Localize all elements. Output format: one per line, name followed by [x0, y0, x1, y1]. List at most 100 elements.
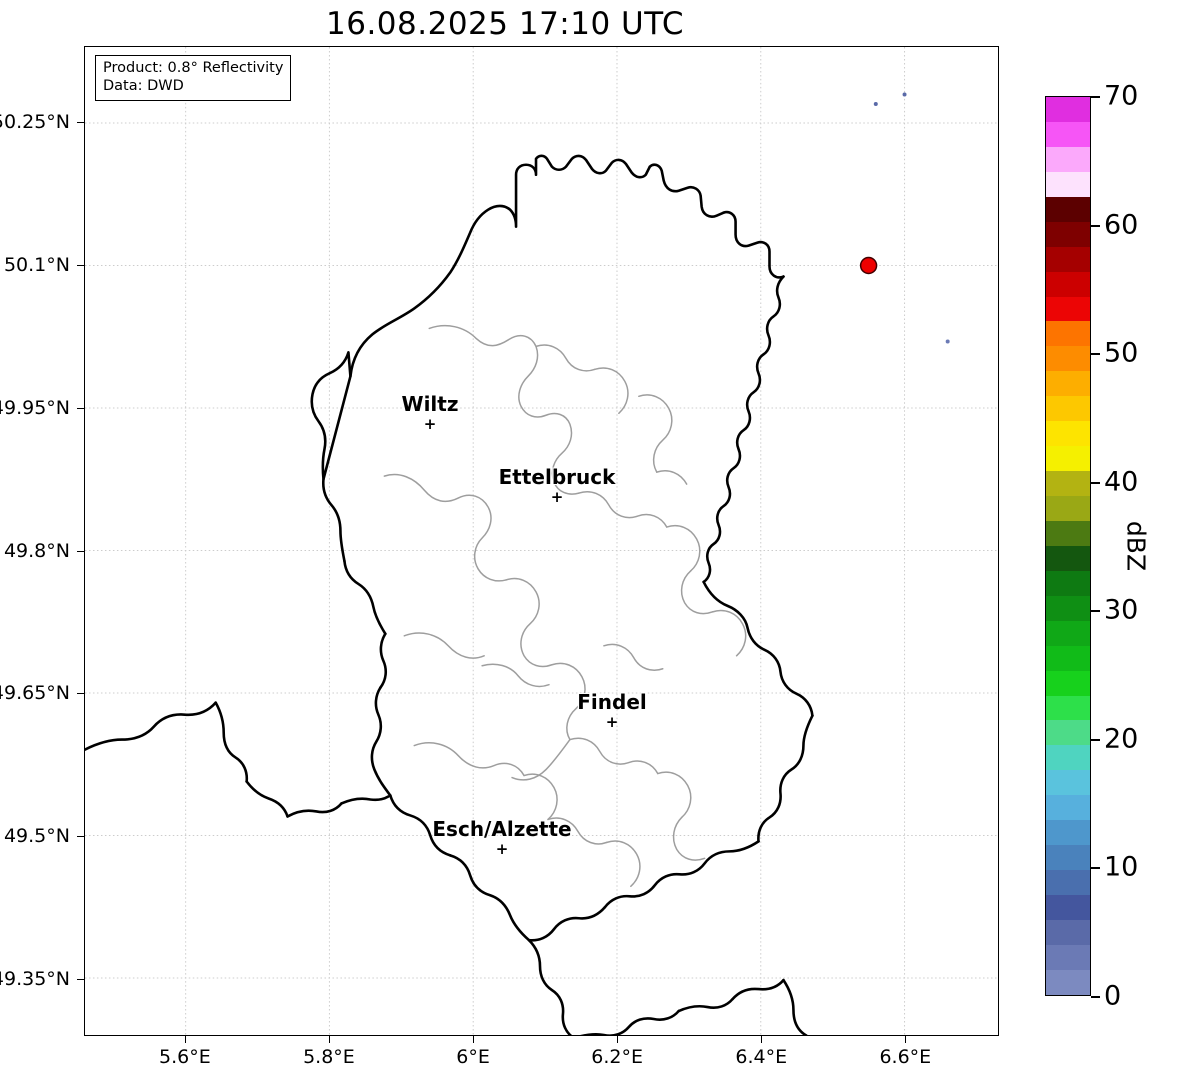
colorbar-tick-label: 40 [1104, 466, 1139, 498]
y-tick-mark [77, 693, 84, 695]
y-tick-mark [77, 122, 84, 124]
colorbar-segment [1046, 246, 1090, 272]
x-tick-mark [328, 1036, 330, 1043]
colorbar-tick-mark [1091, 96, 1100, 98]
national-borders [85, 154, 814, 1035]
radar-echo-faint-3 [945, 339, 950, 344]
x-tick-label: 6°E [456, 1046, 490, 1068]
x-tick-mark [905, 1036, 907, 1043]
colorbar-segment [1046, 446, 1090, 472]
colorbar-segment [1046, 545, 1090, 571]
y-tick-mark [77, 978, 84, 980]
colorbar-segment [1046, 146, 1090, 172]
y-tick-label: 49.65°N [0, 682, 70, 705]
colorbar-tick-label: 10 [1104, 851, 1139, 883]
colorbar-segment [1046, 570, 1090, 596]
colorbar-tick-mark [1091, 224, 1100, 227]
colorbar-tick-mark [1091, 353, 1100, 356]
colorbar-segment [1046, 919, 1090, 945]
radar-echo-strong [859, 256, 878, 275]
colorbar-segment [1046, 745, 1090, 771]
radar-echoes [859, 92, 950, 344]
colorbar-segment [1046, 845, 1090, 871]
city-marker: + [423, 415, 437, 433]
y-tick-label: 50.25°N [0, 111, 70, 134]
radar-echo-faint-2 [902, 92, 907, 97]
city-name: Ettelbruck [498, 465, 616, 489]
y-tick-mark [77, 264, 84, 266]
colorbar-tick-mark [1091, 481, 1100, 484]
y-axis-labels: 50.25°N 50.1°N 49.95°N 49.8°N 49.65°N 49.5°N 4… [0, 0, 84, 1081]
city-label-wiltz: Wiltz + [401, 392, 459, 433]
y-tick-mark [77, 836, 84, 838]
x-tick-mark [617, 1036, 619, 1043]
colorbar-segment [1046, 171, 1090, 197]
y-tick-mark [77, 407, 84, 409]
colorbar-segment [1046, 620, 1090, 646]
y-tick-label: 50.1°N [3, 253, 70, 276]
radar-echo-faint-1 [873, 102, 878, 106]
x-tick-label: 6.2°E [591, 1046, 644, 1068]
city-label-ettelbruck: Ettelbruck + [498, 465, 616, 506]
x-tick-label: 6.6°E [879, 1046, 932, 1068]
y-tick-label: 49.95°N [0, 396, 70, 419]
district-boundaries [383, 325, 747, 888]
city-label-findel: Findel + [577, 690, 647, 731]
colorbar-tick-mark [1091, 738, 1100, 741]
x-tick-label: 5.8°E [303, 1046, 355, 1068]
x-tick-label: 6.4°E [735, 1046, 788, 1068]
data-source-line: Data: DWD [103, 77, 184, 94]
city-name: Wiltz [401, 392, 459, 416]
x-tick-mark [761, 1036, 763, 1043]
colorbar-segment [1046, 595, 1090, 621]
city-marker: + [550, 488, 564, 506]
colorbar-segment [1046, 520, 1090, 546]
colorbar-segment [1046, 944, 1090, 970]
colorbar-segment [1046, 720, 1090, 746]
colorbar-segment [1046, 346, 1090, 372]
colorbar-segment [1046, 895, 1090, 920]
colorbar-segment [1046, 271, 1090, 297]
city-marker: + [495, 840, 509, 858]
page-title: 16.08.2025 17:10 UTC [326, 6, 684, 42]
colorbar-segment [1046, 695, 1090, 721]
city-marker: + [605, 713, 619, 731]
colorbar[interactable] [1045, 96, 1091, 996]
colorbar-tick-label: 70 [1104, 80, 1139, 112]
colorbar-title: dBZ [1121, 520, 1151, 572]
colorbar-segment [1046, 795, 1090, 821]
colorbar-segment [1046, 121, 1090, 147]
y-tick-mark [77, 550, 84, 552]
product-info-box: Product: 0.8° Reflectivity Data: DWD [95, 55, 292, 101]
colorbar-tick-mark [1091, 996, 1100, 998]
colorbar-ticks: 70 60 50 40 30 20 10 0 [1045, 81, 1175, 1012]
colorbar-segment [1046, 645, 1090, 671]
colorbar-tick-mark [1091, 610, 1100, 613]
colorbar-tick-label: 30 [1104, 594, 1139, 626]
colorbar-segment [1046, 820, 1090, 846]
city-label-esch-alzette: Esch/Alzette + [432, 817, 572, 858]
colorbar-segment [1046, 296, 1090, 322]
colorbar-segment [1046, 496, 1090, 521]
colorbar-tick-mark [1091, 867, 1100, 870]
colorbar-tick-label: 20 [1104, 723, 1139, 755]
radar-map[interactable]: Product: 0.8° Reflectivity Data: DWD Wil… [84, 46, 999, 1036]
x-tick-mark [473, 1036, 475, 1043]
colorbar-segment [1046, 196, 1090, 222]
colorbar-segment [1046, 670, 1090, 696]
colorbar-tick-label: 0 [1104, 980, 1122, 1012]
product-line: Product: 0.8° Reflectivity [103, 60, 284, 76]
x-tick-label: 5.6°E [158, 1046, 211, 1068]
colorbar-segment [1046, 221, 1090, 247]
colorbar-segment [1046, 421, 1090, 447]
colorbar-tick-label: 50 [1104, 337, 1139, 369]
colorbar-segment [1046, 97, 1090, 122]
city-name: Findel [577, 690, 647, 714]
colorbar-segment [1046, 396, 1090, 422]
y-tick-label: 49.5°N [3, 825, 70, 848]
colorbar-segment [1046, 770, 1090, 796]
colorbar-segment [1046, 870, 1090, 895]
map-gridlines [85, 47, 998, 1035]
city-name: Esch/Alzette [432, 817, 572, 841]
